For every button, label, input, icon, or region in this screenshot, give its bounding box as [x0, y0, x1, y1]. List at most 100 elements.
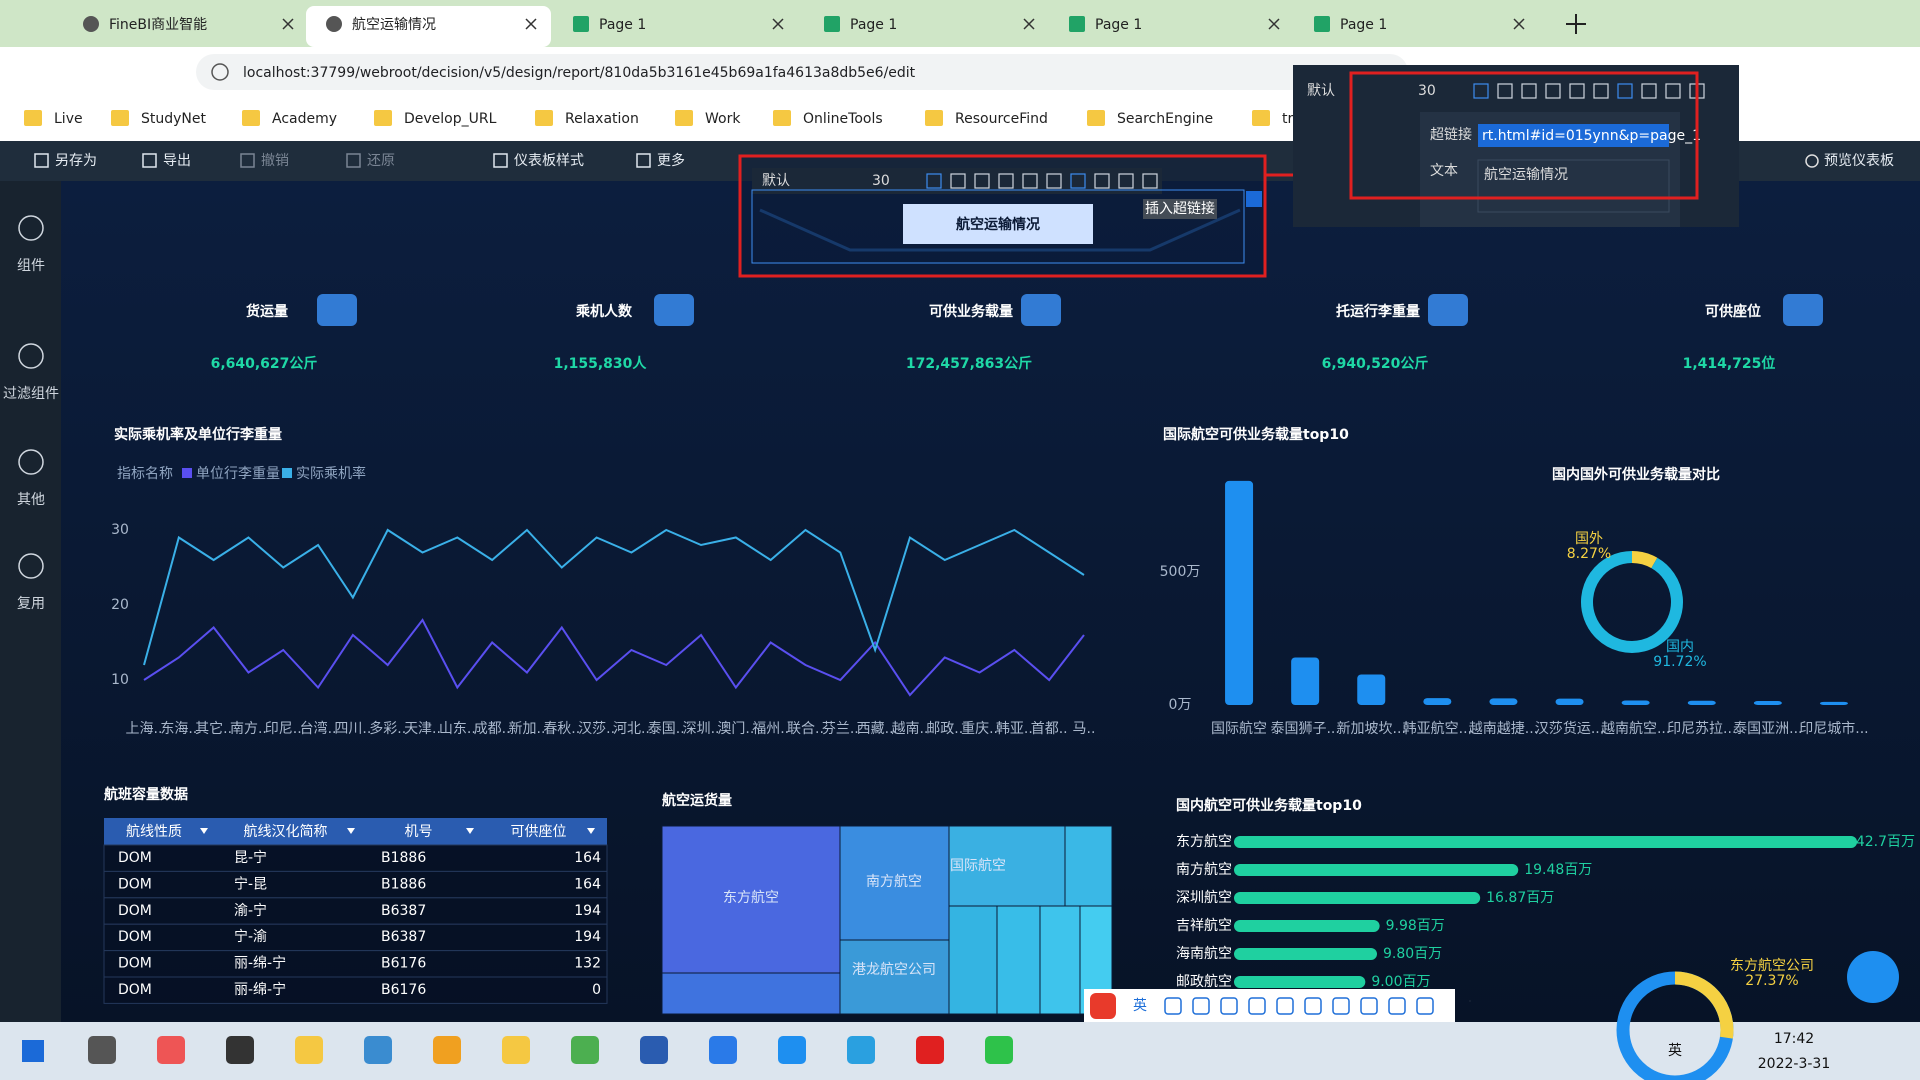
table-row	[103, 870, 608, 899]
taskbar-app[interactable]	[88, 1036, 116, 1064]
format-button[interactable]	[1593, 83, 1609, 99]
format-button[interactable]	[1521, 83, 1537, 99]
ime-icon[interactable]	[1388, 997, 1406, 1015]
help-button[interactable]	[1847, 951, 1899, 1003]
font-select[interactable]: 默认	[762, 173, 790, 189]
treemap-block[interactable]	[948, 825, 1066, 907]
toolbar-item[interactable]: 还原	[367, 153, 395, 169]
x-tick-label: 韩亚航空...	[1403, 721, 1472, 737]
treemap-block[interactable]	[661, 972, 841, 1015]
treemap-block[interactable]	[1064, 825, 1113, 907]
taskbar-app[interactable]	[709, 1036, 737, 1064]
ime-icon[interactable]	[1360, 997, 1378, 1015]
sidebar-item[interactable]: 组件	[17, 258, 45, 274]
format-button[interactable]	[950, 173, 966, 189]
ime-icon[interactable]	[1192, 997, 1210, 1015]
bookmark[interactable]: Develop_URL	[404, 111, 497, 127]
treemap-block[interactable]	[1039, 905, 1081, 1015]
format-button[interactable]	[1118, 173, 1134, 189]
format-button[interactable]	[1641, 83, 1657, 99]
bookmark[interactable]: Relaxation	[565, 111, 639, 127]
ime-icon[interactable]	[1332, 997, 1350, 1015]
sort-arrow[interactable]	[466, 828, 474, 834]
taskbar-app[interactable]	[226, 1036, 254, 1064]
text-input[interactable]	[1477, 159, 1670, 213]
sort-arrow[interactable]	[347, 828, 355, 834]
tab[interactable]	[1294, 6, 1539, 47]
taskbar-app[interactable]	[364, 1036, 392, 1064]
treemap-block[interactable]	[839, 825, 950, 941]
format-button[interactable]	[926, 173, 942, 189]
sidebar-item[interactable]: 其他	[17, 492, 45, 508]
toolbar-item[interactable]: 另存为	[55, 153, 97, 169]
ime-icon[interactable]	[1416, 997, 1434, 1015]
ime-icon[interactable]	[1220, 997, 1238, 1015]
toolbar-item[interactable]: 导出	[163, 153, 191, 169]
format-button[interactable]	[1665, 83, 1681, 99]
taskbar-app[interactable]	[985, 1036, 1013, 1064]
bookmark[interactable]: tr	[1282, 111, 1293, 127]
format-button[interactable]	[1046, 173, 1062, 189]
value-label: 19.48百万	[1524, 862, 1592, 878]
x-tick-label: 联合..	[787, 721, 824, 737]
sort-arrow[interactable]	[200, 828, 208, 834]
bookmark[interactable]: ResourceFind	[955, 111, 1048, 127]
format-button[interactable]	[1569, 83, 1585, 99]
sidebar-item[interactable]: 复用	[17, 595, 45, 612]
ime-icon[interactable]	[1164, 997, 1182, 1015]
tab[interactable]	[1049, 6, 1294, 47]
bookmark[interactable]: OnlineTools	[803, 111, 883, 127]
panel-font[interactable]: 默认	[1307, 83, 1335, 99]
toolbar-item[interactable]: 更多	[657, 152, 685, 169]
taskbar-app[interactable]	[640, 1036, 668, 1064]
treemap-block[interactable]	[661, 825, 841, 974]
format-button[interactable]	[974, 173, 990, 189]
taskbar-app[interactable]	[295, 1036, 323, 1064]
toolbar-item[interactable]: 仪表板样式	[514, 153, 584, 169]
format-button[interactable]	[1545, 83, 1561, 99]
bookmark[interactable]: Work	[705, 111, 741, 127]
panel-size[interactable]: 30	[1418, 83, 1436, 99]
taskbar-app[interactable]	[433, 1036, 461, 1064]
table-header-cell: 航线汉化简称	[244, 823, 328, 840]
taskbar-app[interactable]	[916, 1036, 944, 1064]
url-box[interactable]	[196, 54, 1408, 90]
taskbar-app[interactable]	[502, 1036, 530, 1064]
taskbar-app[interactable]	[157, 1036, 185, 1064]
ime-icon[interactable]	[1304, 997, 1322, 1015]
bookmark[interactable]: StudyNet	[141, 111, 207, 127]
bookmark[interactable]: SearchEngine	[1117, 111, 1213, 127]
taskbar-app[interactable]	[778, 1036, 806, 1064]
taskbar-app[interactable]	[847, 1036, 875, 1064]
tab[interactable]	[553, 6, 798, 47]
preview[interactable]: 预览仪表板	[1824, 153, 1894, 169]
format-button[interactable]	[1070, 173, 1086, 189]
treemap-block[interactable]	[996, 905, 1041, 1015]
format-button[interactable]	[998, 173, 1014, 189]
active-tab[interactable]	[306, 6, 551, 47]
format-button[interactable]	[1142, 173, 1158, 189]
format-button[interactable]	[1094, 173, 1110, 189]
sort-arrow[interactable]	[587, 828, 595, 834]
link-button[interactable]	[1246, 191, 1262, 207]
sidebar-item[interactable]: 过滤组件	[3, 386, 59, 402]
toolbar-item[interactable]: 撤销	[261, 153, 289, 169]
line-series	[143, 618, 1085, 697]
format-button[interactable]	[1497, 83, 1513, 99]
taskbar-app[interactable]	[571, 1036, 599, 1064]
format-button[interactable]	[1617, 83, 1633, 99]
tab[interactable]	[804, 6, 1049, 47]
ime-icon[interactable]	[1276, 997, 1294, 1015]
treemap-block[interactable]	[948, 905, 998, 1015]
ime-icon[interactable]	[1248, 997, 1266, 1015]
taskbar-lang: 英	[1668, 1042, 1682, 1059]
link-input[interactable]	[1478, 124, 1669, 147]
start-button[interactable]	[22, 1040, 44, 1062]
bookmark[interactable]: Academy	[272, 111, 337, 127]
size-select[interactable]: 30	[872, 173, 890, 189]
format-button[interactable]	[1022, 173, 1038, 189]
bookmark[interactable]: Live	[54, 111, 83, 127]
treemap-block[interactable]	[839, 939, 950, 1015]
toolbar-icon	[346, 153, 361, 168]
format-button[interactable]	[1473, 83, 1489, 99]
